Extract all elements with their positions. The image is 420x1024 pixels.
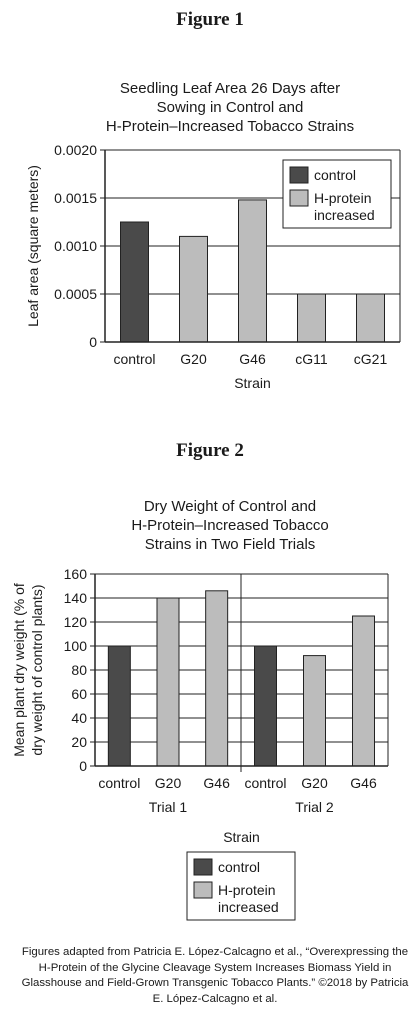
x-tick-label: G46 [350,775,377,791]
bar [238,199,267,343]
figure2-heading: Figure 2 [176,440,244,461]
y-tick-label: 0.0010 [54,238,97,254]
legend-swatch [193,881,213,899]
y-tick-label: 40 [71,710,87,726]
y-tick-label: 0.0015 [54,190,97,206]
x-tick-label: G46 [203,775,230,791]
bar [179,235,208,343]
figure-credit: Figures adapted from Patricia E. López-C… [21,946,409,1005]
bar [205,590,229,767]
x-axis-label: Strain [234,375,271,391]
y-tick-label: 60 [71,686,87,702]
bar [297,293,326,343]
legend-swatch [193,858,213,876]
x-tick-label: cG11 [295,351,328,367]
y-tick-label: 20 [71,734,87,750]
legend-label: control [218,859,260,875]
figure1-chart: 0 0.0005 0.0010 0.0015 0.0020 control G20 G46 cG… [25,142,401,391]
legend-label: H-protein increased [314,190,375,223]
bar [107,645,131,767]
x-tick-label: control [98,775,140,791]
bar [120,221,149,343]
y-tick-label: 0.0005 [54,286,97,302]
bar [356,293,385,343]
bar [352,615,375,767]
legend-swatch [289,166,309,184]
bar [156,597,180,767]
bar [254,645,277,767]
y-tick-label: 100 [64,638,88,654]
figure2-chart: 0 20 40 60 80 100 120 140 160 control G20 G46 Trial … [11,566,389,921]
legend-label: H-protein increased [218,882,279,915]
x-tick-label: control [113,351,155,367]
y-tick-label: 0.0020 [54,142,97,158]
figure1-heading: Figure 1 [176,9,244,30]
y-tick-label: 140 [64,590,88,606]
y-tick-label: 0 [89,334,97,350]
legend-label: control [314,167,356,183]
legend-swatch [289,189,309,207]
x-tick-label: control [244,775,286,791]
panel-label: Trial 1 [149,799,188,815]
bar [303,655,326,767]
y-tick-label: 0 [79,758,87,774]
x-tick-label: G20 [180,351,207,367]
figure1-title: Seedling Leaf Area 26 Days after Sowing … [105,80,355,135]
y-tick-label: 120 [64,614,88,630]
figure2-title: Dry Weight of Control and H-Protein–Incr… [131,498,329,553]
x-axis-label: Strain [223,829,260,845]
y-tick-label: 80 [71,662,87,678]
y-tick-label: 160 [64,566,88,582]
x-tick-label: G20 [155,775,182,791]
panel-label: Trial 2 [295,799,334,815]
x-tick-label: G20 [301,775,328,791]
y-axis-label: Mean plant dry weight (% of dry weight of… [11,583,45,757]
x-tick-label: G46 [239,351,266,367]
x-tick-label: cG21 [354,351,388,367]
y-axis-label: Leaf area (square meters) [25,165,41,327]
